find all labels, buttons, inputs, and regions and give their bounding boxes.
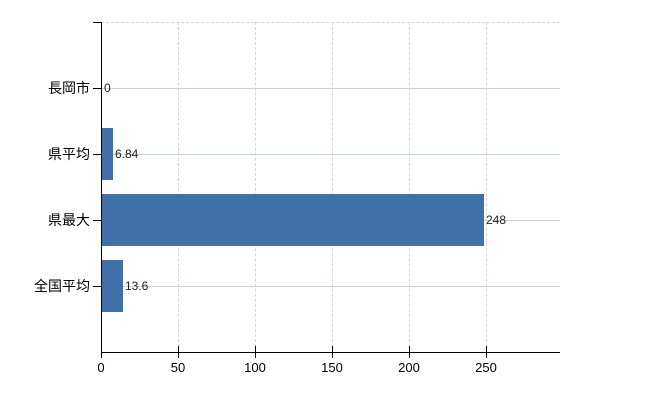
- vertical-gridline: [486, 22, 487, 352]
- x-tick-label: 150: [321, 360, 343, 375]
- vertical-gridline: [409, 22, 410, 352]
- y-tick-mark: [93, 88, 101, 89]
- x-tick-label: 250: [475, 360, 497, 375]
- x-tick-mark: [332, 346, 333, 358]
- bar: [102, 194, 484, 246]
- category-label: 全国平均: [34, 278, 90, 294]
- x-tick-label: 50: [170, 360, 186, 375]
- vertical-gridline: [332, 22, 333, 352]
- y-tick-mark: [93, 220, 101, 221]
- vertical-gridline: [255, 22, 256, 352]
- bar: [102, 128, 113, 180]
- y-axis: [101, 22, 102, 353]
- category-label: 県平均: [48, 146, 90, 162]
- x-tick-label: 0: [97, 360, 105, 375]
- category-label: 長岡市: [48, 80, 90, 96]
- value-label: 13.6: [125, 279, 149, 293]
- horizontal-gridline: [102, 154, 560, 155]
- x-tick-mark: [486, 346, 487, 358]
- horizontal-gridline: [102, 88, 560, 89]
- x-tick-mark: [178, 346, 179, 358]
- x-tick-mark: [409, 346, 410, 358]
- x-tick-label: 100: [244, 360, 266, 375]
- value-label: 6.84: [115, 147, 139, 161]
- y-tick-mark: [93, 154, 101, 155]
- plot-top-border: [101, 22, 560, 23]
- x-tick-mark: [101, 346, 102, 358]
- bar: [102, 260, 123, 312]
- category-label: 県最大: [48, 212, 90, 228]
- vertical-gridline: [178, 22, 179, 352]
- value-label: 248: [486, 213, 507, 227]
- x-tick-label: 200: [398, 360, 420, 375]
- y-tick-mark: [93, 22, 101, 23]
- value-label: 0: [104, 81, 111, 95]
- x-axis: [101, 352, 560, 353]
- y-tick-mark: [93, 286, 101, 287]
- x-tick-mark: [255, 346, 256, 358]
- horizontal-gridline: [102, 286, 560, 287]
